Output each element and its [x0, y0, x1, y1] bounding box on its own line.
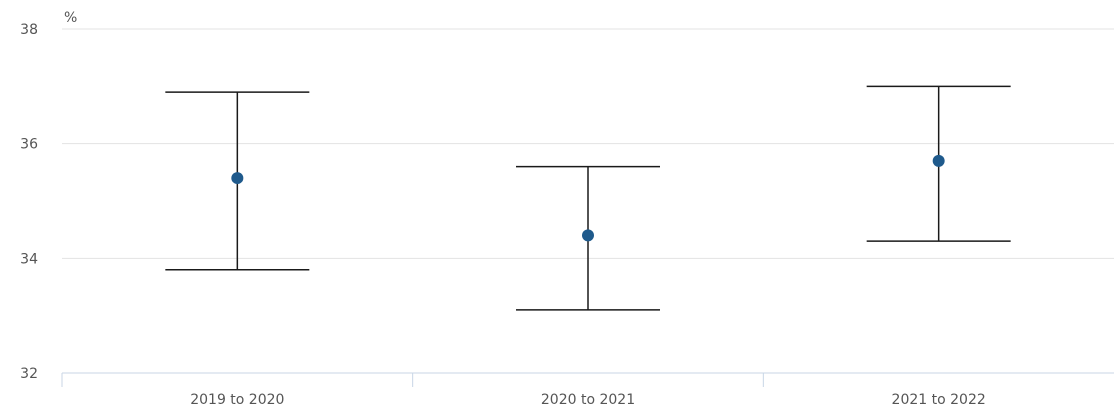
- data-point: [582, 229, 594, 242]
- x-axis: 2019 to 2020 2020 to 2021 2021 to 2022: [61, 372, 1114, 408]
- y-tick-label: 36: [20, 137, 38, 153]
- x-tick-label: 2020 to 2021: [541, 392, 635, 408]
- y-tick-label: 32: [20, 366, 38, 382]
- data-point: [932, 154, 945, 167]
- error-bars: [165, 85, 1011, 311]
- y-axis: % 32 34 36 38: [20, 10, 77, 382]
- data-points: [231, 154, 945, 242]
- y-unit-label: %: [64, 10, 77, 26]
- y-tick-label: 38: [20, 22, 38, 38]
- y-tick-label: 34: [20, 251, 38, 267]
- data-point: [231, 172, 244, 185]
- x-tick-label: 2019 to 2020: [190, 392, 284, 408]
- x-tick-label: 2021 to 2022: [892, 392, 986, 408]
